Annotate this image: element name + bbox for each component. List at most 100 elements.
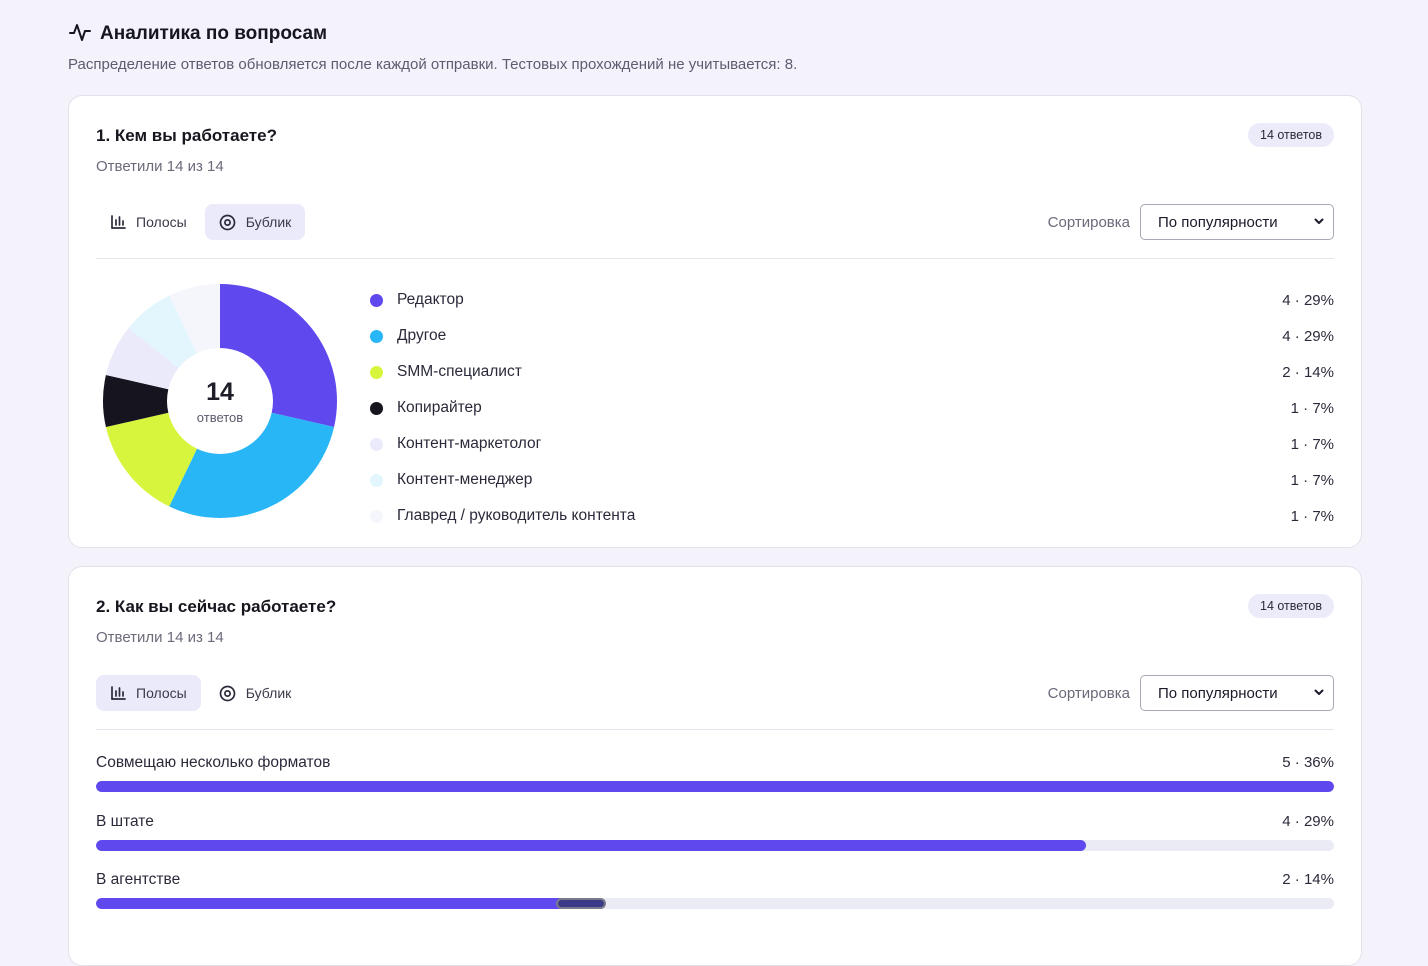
legend-value: 4 · 29% (1282, 327, 1334, 345)
chevron-down-icon (1313, 214, 1325, 231)
legend-label: SMM-специалист (397, 363, 522, 380)
donut-view-label: Бублик (245, 214, 292, 230)
legend-value: 2 · 14% (1282, 363, 1334, 381)
chevron-down-icon (1313, 685, 1325, 702)
bar-fill (96, 898, 592, 909)
bar-value: 5 · 36% (1282, 754, 1334, 771)
bar-head: В штате 4 · 29% (96, 812, 1334, 832)
page-header: Аналитика по вопросам Распределение отве… (68, 22, 1364, 73)
bar-head: В агентстве 2 · 14% (96, 870, 1334, 890)
donut-total-number: 14 (206, 377, 234, 406)
legend-dot (370, 365, 383, 379)
bar-track (96, 839, 1334, 851)
donut-slice (128, 295, 198, 368)
bar-track (96, 781, 1334, 792)
donut-view-label: Бублик (245, 685, 292, 701)
bar-track (96, 898, 1334, 909)
bar-chart: Совмещаю несколько форматов 5 · 36% В шт… (96, 753, 1334, 929)
question-title: 1. Кем вы работаете? (96, 126, 277, 145)
bars-view-button[interactable]: Полосы (96, 204, 201, 240)
donut-slice (169, 284, 220, 354)
legend-label: Редактор (397, 291, 464, 308)
donut-slice (220, 284, 337, 428)
legend-label: Главред / руководитель контента (397, 507, 636, 524)
legend-label: Контент-менеджер (397, 471, 533, 488)
question-title: 2. Как вы сейчас работаете? (96, 597, 337, 616)
legend-value: 1 · 7% (1290, 399, 1334, 417)
legend-value: 1 · 7% (1290, 471, 1334, 489)
sort-select-value: По популярности (1158, 684, 1278, 702)
legend-dot (370, 437, 383, 451)
donut-chart: 14 ответов (102, 283, 338, 519)
legend-value: 1 · 7% (1290, 507, 1334, 525)
sort-select-value: По популярности (1158, 213, 1278, 231)
page-subtitle: Распределение ответов обновляется после … (68, 56, 798, 73)
donut-slice (102, 374, 169, 428)
bar-label: Совмещаю несколько форматов (96, 754, 331, 771)
legend-label: Контент-маркетолог (397, 435, 542, 452)
donut-slice (169, 412, 335, 518)
bar-chart-icon (110, 214, 126, 230)
legend-dot (370, 401, 383, 415)
legend-label: Копирайтер (397, 399, 482, 416)
donut-view-button[interactable]: Бублик (204, 204, 306, 240)
legend-item: SMM-специалист 2 · 14% (370, 354, 1334, 390)
divider (96, 729, 1334, 730)
bar-fill (96, 839, 1087, 851)
bars-view-label: Полосы (136, 685, 187, 701)
donut-slice (105, 328, 179, 390)
bar-label: В штате (96, 812, 154, 830)
donut-icon (219, 685, 236, 702)
legend-item: Копирайтер 1 · 7% (370, 390, 1334, 426)
horizontal-scrollbar-thumb[interactable] (556, 898, 606, 909)
bar-fill (96, 781, 1334, 792)
bar-value: 4 · 29% (1282, 812, 1334, 830)
donut-icon (219, 214, 236, 231)
legend-dot (370, 509, 383, 523)
sort-control: Сортировка По популярности (1048, 204, 1334, 240)
sort-select[interactable]: По популярности (1140, 204, 1334, 240)
page-title: Аналитика по вопросам (100, 23, 328, 44)
legend-item: Контент-менеджер 1 · 7% (370, 462, 1334, 498)
legend-value: 1 · 7% (1290, 435, 1334, 453)
chart-legend: Редактор 4 · 29% Другое 4 · 29% SMM-спец… (370, 282, 1334, 534)
donut-view-button[interactable]: Бублик (205, 675, 306, 711)
divider (96, 258, 1334, 259)
bars-view-button[interactable]: Полосы (96, 675, 201, 711)
legend-dot (370, 329, 383, 343)
question-answered-count: Ответили 14 из 14 (96, 158, 224, 175)
legend-item: Контент-маркетолог 1 · 7% (370, 426, 1334, 462)
view-toggle: Полосы Бублик (96, 204, 306, 240)
question-card-1: 1. Кем вы работаете? Ответили 14 из 14 1… (68, 95, 1362, 548)
donut-chart-svg (102, 284, 337, 518)
sort-label: Сортировка (1047, 213, 1130, 231)
responses-badge: 14 ответов (1248, 594, 1334, 618)
bars-view-label: Полосы (136, 214, 187, 230)
title-row: Аналитика по вопросам (68, 22, 1364, 46)
sort-control: Сортировка По популярности (1048, 675, 1334, 711)
donut-slice (105, 412, 198, 507)
donut-center: 14 ответов (102, 283, 338, 519)
sort-label: Сортировка (1047, 684, 1130, 702)
legend-item: Главред / руководитель контента 1 · 7% (370, 498, 1334, 534)
question-answered-count: Ответили 14 из 14 (96, 629, 224, 646)
bar-head: Совмещаю несколько форматов 5 · 36% (96, 753, 1334, 773)
sort-select[interactable]: По популярности (1140, 675, 1334, 711)
bar-row: В штате 4 · 29% (96, 812, 1334, 871)
legend-dot (370, 473, 383, 487)
legend-dot (370, 293, 383, 307)
responses-badge: 14 ответов (1248, 123, 1334, 147)
legend-item: Другое 4 · 29% (370, 318, 1334, 354)
legend-label: Другое (397, 327, 447, 344)
legend-item: Редактор 4 · 29% (370, 282, 1334, 318)
bar-label: В агентстве (96, 871, 181, 888)
activity-pulse-icon (68, 20, 92, 49)
bar-value: 2 · 14% (1282, 871, 1334, 888)
bar-chart-icon (110, 685, 126, 701)
view-toggle: Полосы Бублик (96, 675, 305, 711)
bar-row: Совмещаю несколько форматов 5 · 36% (96, 753, 1334, 812)
donut-total-unit: ответов (196, 409, 244, 425)
bar-row: В агентстве 2 · 14% (96, 870, 1334, 929)
question-card-2: 2. Как вы сейчас работаете? Ответили 14 … (68, 566, 1362, 966)
legend-value: 4 · 29% (1282, 291, 1334, 309)
